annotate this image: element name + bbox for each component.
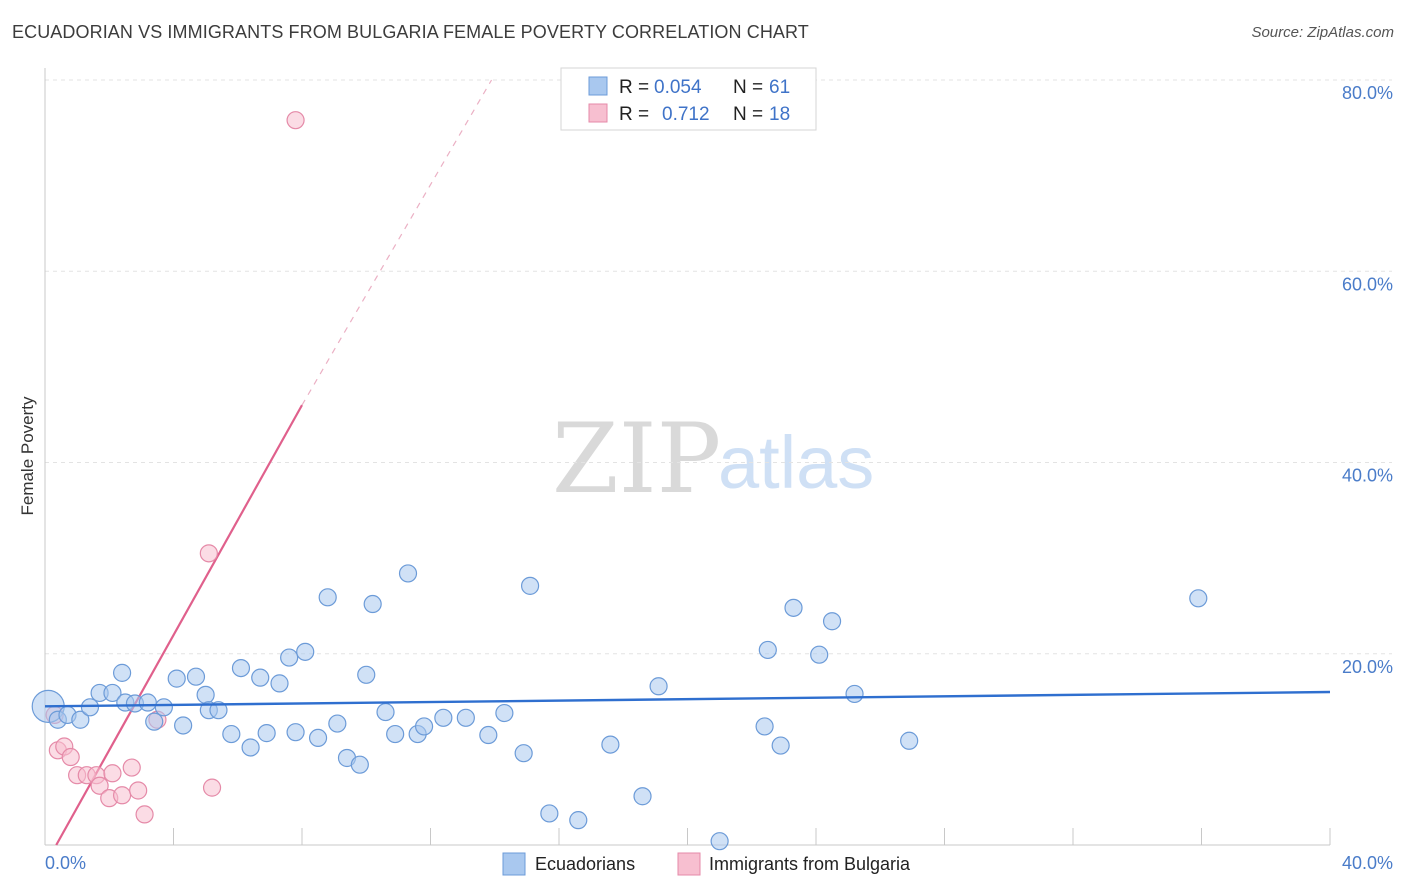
ecuadorian-point <box>174 716 193 735</box>
bottom-legend-label-ecuadorians: Ecuadorians <box>535 854 635 874</box>
ecuadorian-point <box>386 724 405 744</box>
source-label: Source: ZipAtlas.com <box>1251 24 1394 41</box>
legend-r-label-2: R = <box>619 104 649 125</box>
correlation-legend: R = 0.054 N = 61 R = 0.712 N = 18 <box>560 67 817 131</box>
ecuadorian-points <box>31 564 1208 851</box>
ecuadorian-point <box>280 648 299 667</box>
x-ticks <box>173 828 1331 845</box>
legend-n-label-1: N = <box>733 77 763 98</box>
ecuadorian-point <box>1189 589 1208 608</box>
ecuadorian-point <box>257 724 276 743</box>
ecuadorian-point <box>103 683 122 703</box>
ecuadorian-point <box>167 669 186 688</box>
bulgaria-point <box>103 764 122 783</box>
gridlines <box>45 79 1392 655</box>
ecuadorian-trend <box>44 690 1331 708</box>
bottom-legend-label-bulgaria: Immigrants from Bulgaria <box>709 854 911 874</box>
ecuadorian-point <box>845 684 864 704</box>
bulgaria-point <box>199 544 218 563</box>
ecuadorian-point <box>231 658 251 678</box>
ecuadorian-point <box>710 832 729 851</box>
legend-r-value-1: 0.054 <box>654 77 702 98</box>
legend-n-value-1: 61 <box>769 77 790 98</box>
legend-r-value-2: 0.712 <box>662 104 710 125</box>
ecuadorian-point <box>514 744 533 763</box>
ecuadorian-point <box>80 698 100 717</box>
ecuadorian-point <box>520 576 540 595</box>
ecuadorian-point <box>357 665 376 684</box>
legend-swatch-ecuadorians <box>588 76 608 96</box>
ecuadorian-point <box>138 693 157 712</box>
legend-n-label-2: N = <box>733 104 763 125</box>
ecuadorian-point <box>755 717 774 736</box>
chart-title: ECUADORIAN VS IMMIGRANTS FROM BULGARIA F… <box>12 22 809 42</box>
ecuadorian-point <box>822 612 842 631</box>
bulgaria-point <box>202 778 222 797</box>
bulgaria-point <box>135 805 154 824</box>
ecuadorian-point <box>569 811 588 830</box>
y-tick-label-60: 60.0% <box>1342 274 1393 294</box>
legend-n-value-2: 18 <box>769 104 790 125</box>
bulgaria-point <box>112 786 132 805</box>
ecuadorian-point <box>186 667 206 686</box>
bulgaria-point <box>286 111 305 130</box>
bulgaria-point <box>129 781 148 800</box>
ecuadorian-point <box>456 708 475 727</box>
bulgaria-point <box>90 776 109 795</box>
bulgaria-trend-dashed <box>301 79 493 406</box>
ecuadorian-point <box>328 714 347 733</box>
y-tick-label-80: 80.0% <box>1342 83 1393 103</box>
ecuadorian-point <box>241 738 260 757</box>
ecuadorian-point <box>154 698 173 717</box>
legend-r-label-1: R = <box>619 77 649 98</box>
bottom-legend-swatch-ecuadorians <box>502 852 526 876</box>
ecuadorian-point <box>286 723 305 742</box>
watermark-zip: ZIP <box>552 403 721 515</box>
ecuadorian-point <box>296 642 315 661</box>
ecuadorian-point <box>363 594 382 614</box>
ecuadorian-point <box>270 674 289 693</box>
ecuadorian-point <box>900 731 919 750</box>
x-tick-labels: 0.0% 40.0% <box>45 853 1393 873</box>
ecuadorian-point <box>810 645 829 664</box>
ecuadorian-point <box>784 598 803 617</box>
ecuadorian-point <box>71 710 90 729</box>
bulgaria-point <box>61 747 80 767</box>
ecuadorian-point <box>601 735 620 754</box>
ecuadorian-point <box>771 736 790 755</box>
ecuadorian-point <box>540 804 559 823</box>
y-tick-label-20: 20.0% <box>1342 657 1393 677</box>
ecuadorian-point <box>633 787 652 806</box>
ecuadorian-point <box>758 640 777 660</box>
ecuadorian-point <box>434 708 453 727</box>
legend-swatch-bulgaria <box>588 103 608 123</box>
bulgaria-point <box>122 758 141 777</box>
ecuadorian-point <box>145 712 164 731</box>
ecuadorian-point <box>479 725 498 745</box>
ecuadorian-point <box>209 701 228 720</box>
ecuadorian-point <box>308 728 328 748</box>
bottom-legend-swatch-bulgaria <box>677 852 701 876</box>
ecuadorian-point <box>376 702 395 722</box>
y-tick-label-40: 40.0% <box>1342 466 1393 486</box>
ecuadorian-point <box>251 668 270 687</box>
ecuadorian-point <box>495 703 514 723</box>
series-legend: Ecuadorians Immigrants from Bulgaria <box>502 852 911 876</box>
ecuadorian-point <box>112 663 132 682</box>
ecuadorian-point <box>649 677 668 696</box>
ecuadorian-point <box>318 588 337 607</box>
ecuadorian-trend-line <box>44 690 1331 708</box>
ecuadorian-point <box>398 564 418 583</box>
ecuadorian-point <box>222 724 241 744</box>
x-tick-label-min: 0.0% <box>45 853 86 873</box>
ecuadorian-point <box>350 755 369 774</box>
y-tick-labels: 20.0% 40.0% 60.0% 80.0% <box>1342 83 1393 677</box>
ecuadorian-point <box>196 685 215 704</box>
ecuadorian-point <box>414 717 434 736</box>
x-tick-label-max: 40.0% <box>1342 853 1393 873</box>
